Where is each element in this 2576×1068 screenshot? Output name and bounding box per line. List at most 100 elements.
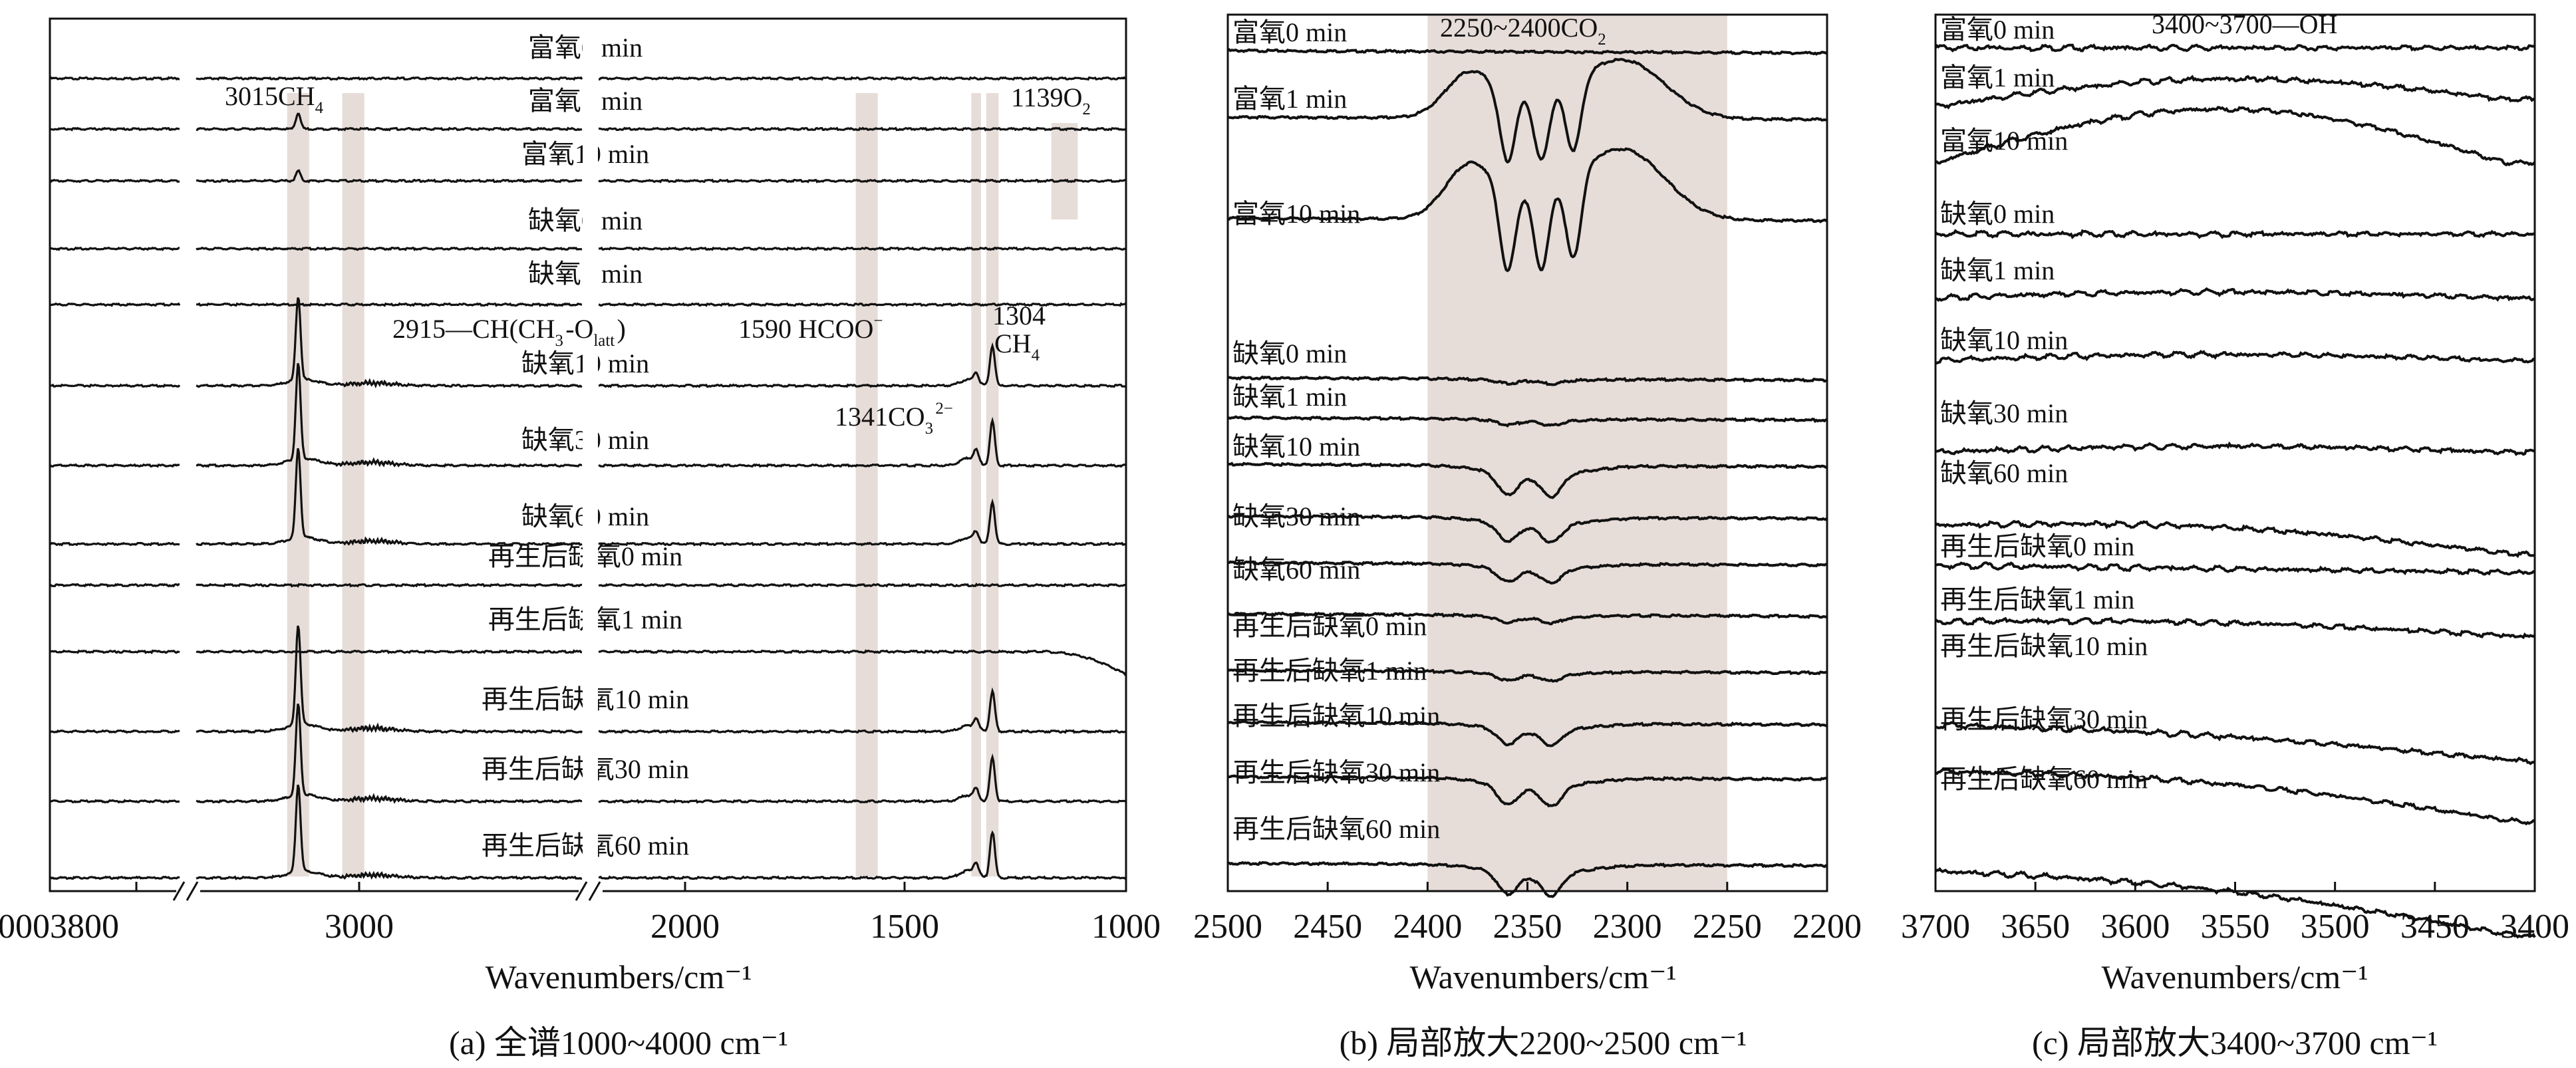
peak-annotation: 3015CH4: [225, 81, 325, 117]
spectrum-line: [49, 169, 1127, 184]
spectrum-line: [50, 448, 1127, 547]
axis-break-mark: [588, 881, 601, 901]
spectrum-line: [49, 297, 1127, 389]
spectrum-line: [1227, 861, 1828, 898]
series-label: 再生后缺氧1 min: [1940, 585, 2134, 614]
x-tick-label: 1500: [870, 908, 939, 946]
series-label: 缺氧60 min: [1940, 458, 2068, 488]
spectrum-segment: [49, 383, 181, 388]
spectrum-segment: [49, 463, 180, 468]
series-label: 富氧10 min: [1940, 126, 2068, 156]
spectrum-line: [1228, 560, 1827, 585]
series-label: 富氧0 min: [1940, 15, 2055, 45]
panel-c-xlabel: Wavenumbers/cm⁻¹: [2101, 958, 2368, 996]
series-label: 再生后缺氧10 min: [1940, 631, 2148, 661]
spectrum-line: [49, 76, 1127, 81]
spectrum-segment: [196, 448, 583, 547]
panel-b-plot: 富氧0 min 富氧1 min 富氧10 min 缺氧0 min 缺氧1 min 缺氧10…: [1193, 13, 1862, 946]
axis-break-mark: [172, 881, 186, 901]
spectrum-line: [1935, 767, 2535, 826]
spectrum-segment: [196, 583, 583, 588]
spectrum-segment: [196, 649, 583, 654]
highlight-band: [1051, 123, 1078, 219]
spectrum-segment: [49, 126, 180, 132]
panel-a-xlabel: Wavenumbers/cm⁻¹: [485, 958, 752, 996]
x-tick-label: 40003800: [0, 908, 119, 946]
band-annotation: 2250~2400CO2: [1440, 13, 1608, 49]
spectrum-segment: [598, 649, 1127, 676]
spectrum-segment: [598, 76, 1127, 81]
spectrum-segment: [598, 753, 1127, 804]
axis-break-mark: [186, 881, 199, 901]
spectrum-line: [1227, 668, 1828, 683]
panel-c-plot: 富氧0 min 富氧1 min 富氧10 min 缺氧0 min 缺氧1 min 缺氧10…: [1901, 9, 2569, 946]
x-tick-label: 2200: [1792, 908, 1862, 946]
spectrum-segment: [599, 342, 1127, 388]
axis-break-gap: [583, 21, 598, 889]
peak-annotation: 1590 HCOO−: [738, 312, 885, 344]
spectrum-line: [49, 649, 1127, 676]
x-tick-label: 3650: [2001, 908, 2070, 946]
spectrum-line: [1935, 106, 2536, 167]
series-label: 缺氧60 min: [1232, 555, 1360, 585]
x-tick-label: 3600: [2100, 908, 2170, 946]
spectrum-segment: [49, 178, 180, 184]
spectrum-segment: [196, 246, 583, 251]
series-label: 缺氧30 min: [1232, 501, 1360, 531]
spectrum-segment: [196, 625, 583, 734]
spectrum-line: [1934, 519, 2535, 559]
spectrum-line: [1227, 774, 1828, 808]
series-label: 缺氧1 min: [1940, 255, 2055, 285]
spectrum-segment: [196, 112, 583, 132]
x-tick-label: 3550: [2201, 908, 2270, 946]
spectrum-segment: [598, 302, 1127, 307]
highlight-band: [342, 93, 364, 876]
spectrum-segment: [196, 302, 583, 307]
peak-annotation: 2915—CH(CH3 -Olatt ): [392, 314, 626, 350]
spectrum-line: [49, 246, 1127, 251]
series-label: 富氧0 min: [1232, 17, 1347, 47]
spectrum-line: [1935, 349, 2535, 365]
spectrum-line: [49, 362, 1127, 468]
spectrum-segment: [598, 126, 1127, 132]
spectrum-segment: [49, 729, 180, 734]
series-label: 缺氧30 min: [1940, 398, 2068, 428]
highlight-band: [986, 93, 999, 876]
panel-b-xlabel: Wavenumbers/cm⁻¹: [1409, 958, 1677, 996]
spectrum-line: [49, 625, 1127, 734]
series-label: 缺氧1 min: [1232, 382, 1347, 412]
spectrum-segment: [49, 583, 180, 588]
spectrum-segment: [598, 246, 1127, 251]
series-label: 缺氧0 min: [1232, 338, 1347, 368]
spectrum-line: [1935, 441, 2535, 456]
spectrum-line: [1227, 147, 1828, 273]
x-tick-label: 2450: [1293, 908, 1362, 946]
highlight-band: [1427, 15, 1727, 891]
series-label: 缺氧10 min: [1940, 325, 2068, 355]
spectrum-line: [1226, 48, 1828, 56]
highlight-band: [287, 93, 309, 876]
spectrum-line: [1934, 229, 2535, 239]
spectrum-segment: [196, 362, 583, 468]
spectrum-segment: [196, 297, 583, 389]
x-tick-label: 2500: [1193, 908, 1262, 946]
series-label: 再生后缺氧60 min: [1940, 764, 2148, 794]
spectrum-line: [49, 784, 1127, 880]
x-tick-label: 2000: [650, 908, 720, 946]
spectrum-segment: [598, 178, 1127, 184]
x-tick-label: 3400: [2500, 908, 2569, 946]
peak-annotation: CH4: [994, 329, 1042, 364]
spectrum-segment: [196, 169, 583, 184]
spectrum-segment: [49, 302, 181, 307]
spectrum-segment: [598, 416, 1127, 468]
spectrum-segment: [49, 799, 180, 804]
spectrum-line: [1227, 462, 1827, 499]
peak-annotation: 1304: [992, 301, 1046, 331]
spectrum-line: [1227, 415, 1828, 428]
spectrum-line: [49, 112, 1127, 132]
spectrum-line: [1934, 616, 2536, 640]
spectrum-segment: [598, 498, 1127, 547]
spectrum-line: [1935, 74, 2535, 110]
spectrum-segment: [49, 246, 180, 251]
